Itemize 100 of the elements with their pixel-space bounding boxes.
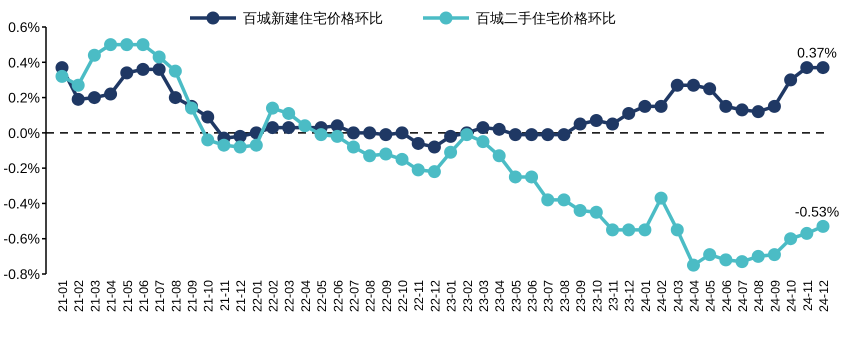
point — [346, 126, 360, 140]
point — [234, 140, 247, 154]
x-tick-label: 22-12 — [428, 280, 442, 312]
x-tick-label: 23-11 — [606, 280, 621, 312]
x-tick-label: 23-07 — [542, 280, 556, 312]
x-tick-label: 21-06 — [136, 280, 151, 312]
point — [768, 248, 781, 262]
x-tick-label: 23-09 — [574, 280, 588, 312]
point — [379, 128, 392, 142]
x-tick-label: 22-05 — [315, 280, 330, 312]
point — [379, 148, 392, 161]
point — [736, 103, 749, 116]
x-tick-label: 23-08 — [558, 280, 572, 312]
point — [590, 114, 603, 128]
x-tick-label: 23-04 — [493, 280, 508, 312]
point — [686, 78, 700, 92]
point — [168, 64, 182, 78]
point — [104, 88, 118, 101]
x-tick-label: 24-08 — [752, 280, 766, 312]
point — [298, 119, 312, 132]
point — [396, 152, 409, 166]
point — [266, 121, 279, 134]
point — [752, 105, 765, 118]
point — [525, 170, 538, 184]
point — [282, 106, 296, 120]
point — [88, 91, 101, 104]
point — [282, 121, 296, 134]
point — [703, 82, 716, 96]
point — [574, 118, 587, 131]
point — [136, 38, 150, 52]
point — [768, 100, 781, 113]
point — [314, 128, 328, 142]
x-tick-label: 24-11 — [800, 280, 815, 312]
point — [719, 253, 732, 266]
x-tick-label: 21-12 — [234, 280, 248, 312]
x-tick-label: 23-12 — [622, 280, 637, 312]
x-tick-label: 22-08 — [364, 280, 378, 312]
point — [508, 128, 522, 142]
point — [800, 61, 814, 74]
x-tick-label: 22-03 — [282, 280, 297, 312]
legend-label: 百城二手住宅价格环比 — [476, 10, 616, 26]
y-tick-label: -0.8% — [3, 266, 40, 282]
x-tick-label: 24-01 — [638, 280, 653, 312]
point — [201, 133, 214, 146]
point — [670, 223, 684, 236]
point — [654, 100, 668, 113]
x-tick-label: 22-06 — [331, 280, 346, 312]
point — [638, 223, 652, 236]
point — [784, 73, 798, 86]
point — [800, 226, 814, 240]
point — [168, 91, 182, 104]
point — [152, 62, 166, 76]
point — [686, 258, 700, 272]
legend-label: 百城新建住宅价格环比 — [243, 10, 383, 26]
x-tick-label: 21-08 — [169, 280, 184, 312]
point — [330, 130, 344, 143]
point — [541, 128, 554, 142]
point — [670, 78, 684, 92]
point — [444, 146, 458, 159]
point — [654, 192, 668, 205]
point — [120, 66, 134, 80]
point — [88, 48, 101, 62]
point — [444, 130, 458, 143]
x-tick-label: 21-05 — [120, 280, 135, 312]
x-tick-label: 22-01 — [250, 280, 264, 312]
point — [525, 128, 538, 142]
x-tick-label: 23-05 — [509, 280, 524, 312]
x-tick-label: 21-10 — [202, 280, 216, 312]
y-tick-label: 0.2% — [8, 90, 40, 106]
y-tick-label: -0.4% — [3, 195, 40, 212]
point — [784, 232, 798, 246]
x-tick-label: 23-06 — [526, 280, 540, 312]
x-tick-label: 21-09 — [186, 280, 200, 312]
point — [719, 100, 732, 113]
point — [590, 206, 603, 219]
y-tick-label: 0.6% — [8, 19, 40, 35]
point — [622, 106, 636, 120]
point — [72, 92, 85, 106]
x-tick-label: 23-02 — [460, 280, 475, 312]
y-tick-label: 0.4% — [8, 54, 40, 70]
x-tick-label: 21-02 — [72, 280, 86, 312]
x-tick-label: 21-03 — [88, 280, 102, 312]
x-tick-label: 21-01 — [56, 280, 70, 312]
point — [363, 126, 376, 140]
point — [703, 248, 716, 262]
point — [266, 102, 279, 115]
point — [606, 223, 620, 236]
x-tick-label: 22-11 — [412, 280, 426, 312]
x-tick-label: 23-03 — [476, 280, 491, 312]
point — [492, 122, 506, 136]
point — [428, 165, 441, 178]
x-tick-label: 23-01 — [444, 280, 459, 312]
point — [152, 50, 166, 64]
point — [201, 110, 214, 124]
point — [638, 100, 652, 113]
point — [492, 149, 506, 162]
point — [606, 118, 620, 131]
x-tick-label: 24-03 — [671, 280, 686, 312]
y-tick-label: -0.2% — [3, 160, 40, 176]
x-tick-label: 22-07 — [347, 280, 362, 312]
